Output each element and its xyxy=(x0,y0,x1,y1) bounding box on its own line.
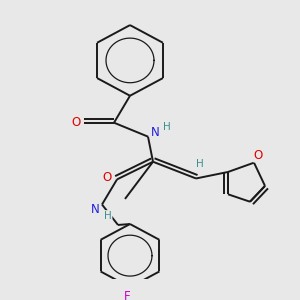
Text: O: O xyxy=(71,116,81,129)
Text: O: O xyxy=(102,171,112,184)
Text: N: N xyxy=(151,126,159,140)
Text: N: N xyxy=(91,203,99,216)
Text: O: O xyxy=(254,149,262,162)
Text: F: F xyxy=(124,290,130,300)
Text: H: H xyxy=(104,211,112,221)
Text: H: H xyxy=(163,122,171,132)
Text: H: H xyxy=(196,159,204,169)
